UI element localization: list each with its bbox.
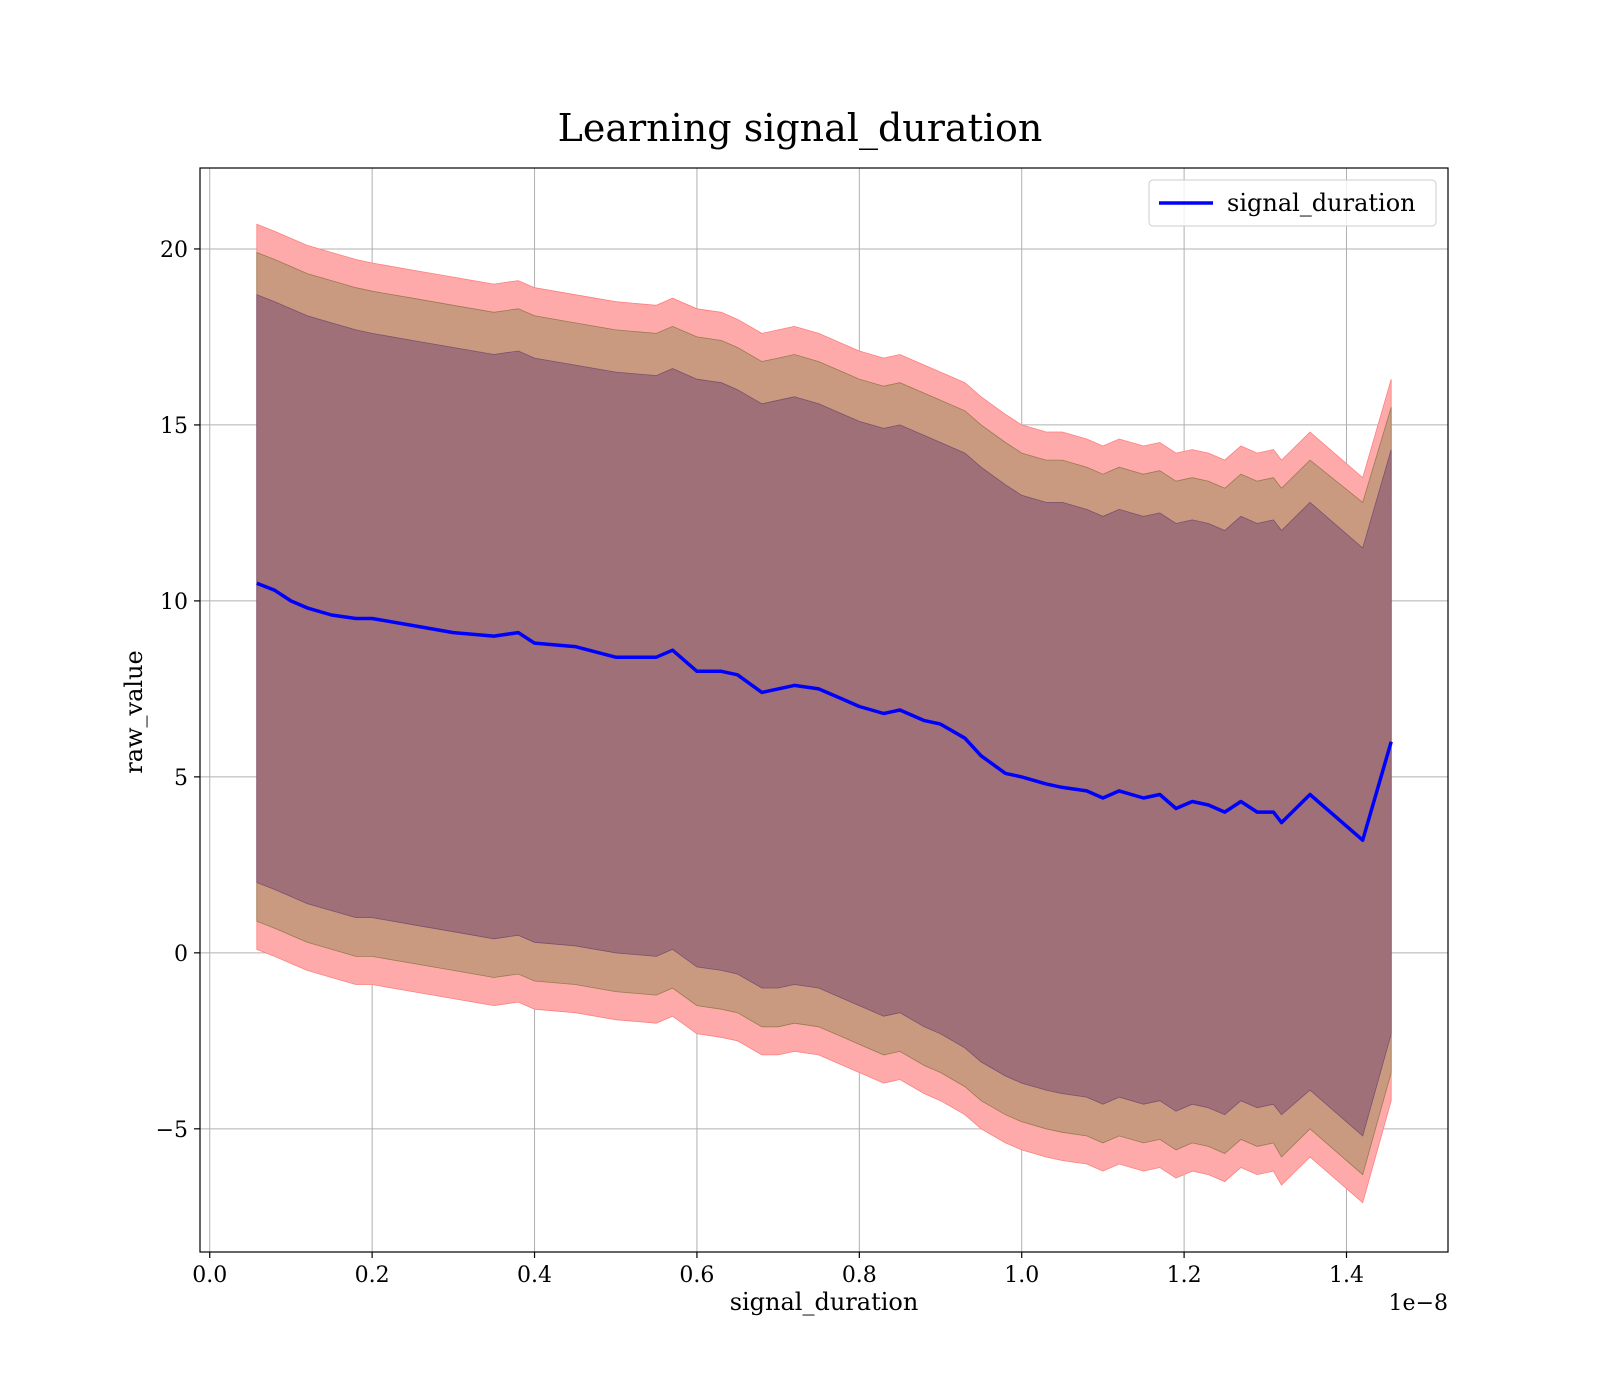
x-tick-label: 1.0 <box>1004 1263 1039 1288</box>
legend: signal_duration <box>1148 179 1437 227</box>
y-tick-label: 5 <box>174 766 188 791</box>
y-axis-ticks: −5 0 5 10 15 20 <box>156 238 200 1143</box>
x-axis-ticks: 0.0 0.2 0.4 0.6 0.8 1.0 1.2 1.4 <box>192 1252 1364 1288</box>
x-tick-label: 0.8 <box>842 1263 877 1288</box>
x-axis-offset-label: 1e−8 <box>1389 1291 1448 1316</box>
y-tick-label: −5 <box>156 1118 188 1143</box>
y-tick-label: 0 <box>174 942 188 967</box>
x-tick-label: 0.4 <box>517 1263 552 1288</box>
plot-frame <box>199 167 1449 1253</box>
legend-box <box>1148 179 1437 227</box>
y-axis-label: raw_value <box>120 650 148 774</box>
band-inner <box>256 294 1392 1137</box>
legend-label: signal_duration <box>1227 189 1416 217</box>
x-tick-label: 0.0 <box>192 1263 227 1288</box>
series-line-signal-duration <box>256 581 1393 842</box>
x-tick-label: 0.6 <box>679 1263 714 1288</box>
y-tick-label: 20 <box>160 238 188 263</box>
confidence-bands <box>256 223 1392 1204</box>
series-lines <box>256 581 1393 842</box>
y-tick-label: 10 <box>160 590 188 615</box>
x-tick-label: 1.2 <box>1167 1263 1202 1288</box>
x-tick-label: 0.2 <box>355 1263 390 1288</box>
x-tick-label: 1.4 <box>1329 1263 1364 1288</box>
chart-title: Learning signal_duration <box>558 106 1043 151</box>
x-axis-label: signal_duration <box>730 1288 919 1316</box>
y-tick-label: 15 <box>160 414 188 439</box>
